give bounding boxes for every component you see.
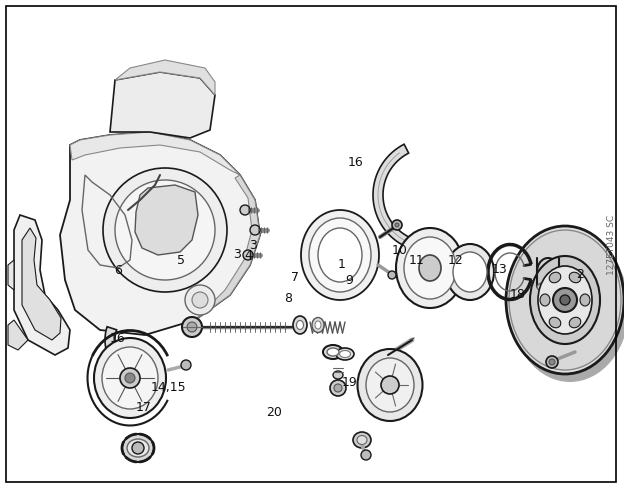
Circle shape xyxy=(120,368,140,388)
Circle shape xyxy=(185,285,215,315)
Text: 3: 3 xyxy=(250,239,257,252)
Ellipse shape xyxy=(404,237,456,299)
Ellipse shape xyxy=(537,258,559,286)
Text: 6: 6 xyxy=(115,264,122,276)
Polygon shape xyxy=(115,60,215,95)
Circle shape xyxy=(103,168,227,292)
Ellipse shape xyxy=(327,348,339,356)
Text: 7: 7 xyxy=(291,272,298,284)
Circle shape xyxy=(192,292,208,308)
Ellipse shape xyxy=(94,338,166,418)
Text: 17: 17 xyxy=(135,401,152,414)
Ellipse shape xyxy=(127,439,149,457)
Text: 3: 3 xyxy=(233,248,241,261)
Ellipse shape xyxy=(312,318,324,332)
Ellipse shape xyxy=(446,244,494,300)
Polygon shape xyxy=(105,327,161,383)
Circle shape xyxy=(560,295,570,305)
Polygon shape xyxy=(14,215,70,355)
Ellipse shape xyxy=(296,321,303,329)
Circle shape xyxy=(334,384,342,392)
Text: 5: 5 xyxy=(177,254,185,267)
Ellipse shape xyxy=(318,228,362,282)
Circle shape xyxy=(361,450,371,460)
Text: 4: 4 xyxy=(245,249,252,262)
Ellipse shape xyxy=(540,294,550,306)
Polygon shape xyxy=(60,132,260,335)
Text: 127ET043 SC: 127ET043 SC xyxy=(608,215,617,275)
Ellipse shape xyxy=(309,218,371,292)
Text: 20: 20 xyxy=(266,406,283,419)
Circle shape xyxy=(549,359,555,365)
Text: 12: 12 xyxy=(447,254,464,267)
Ellipse shape xyxy=(293,316,307,334)
Ellipse shape xyxy=(333,371,343,379)
Text: 9: 9 xyxy=(346,274,353,287)
Ellipse shape xyxy=(336,348,354,360)
Polygon shape xyxy=(135,185,198,255)
Polygon shape xyxy=(8,260,14,290)
Text: 16: 16 xyxy=(348,156,364,168)
Ellipse shape xyxy=(453,252,487,292)
Ellipse shape xyxy=(511,234,624,382)
Ellipse shape xyxy=(396,228,464,308)
Ellipse shape xyxy=(358,349,422,421)
Circle shape xyxy=(330,380,346,396)
Circle shape xyxy=(546,356,558,368)
Text: 13: 13 xyxy=(491,263,507,275)
Polygon shape xyxy=(373,144,422,251)
Ellipse shape xyxy=(102,347,158,409)
Circle shape xyxy=(181,360,191,370)
Text: 18: 18 xyxy=(510,288,526,301)
Text: 1: 1 xyxy=(338,258,346,271)
Ellipse shape xyxy=(538,266,592,334)
Circle shape xyxy=(392,220,402,230)
Circle shape xyxy=(381,376,399,394)
Ellipse shape xyxy=(353,432,371,448)
Circle shape xyxy=(553,288,577,312)
Circle shape xyxy=(395,223,399,227)
Text: 11: 11 xyxy=(409,254,425,267)
Circle shape xyxy=(125,373,135,383)
Circle shape xyxy=(132,442,144,454)
Circle shape xyxy=(187,322,197,332)
Circle shape xyxy=(250,225,260,235)
Ellipse shape xyxy=(569,317,581,328)
Ellipse shape xyxy=(315,321,321,329)
Polygon shape xyxy=(195,175,260,320)
Polygon shape xyxy=(70,132,240,175)
Text: 10: 10 xyxy=(391,244,407,257)
Circle shape xyxy=(182,317,202,337)
Polygon shape xyxy=(8,320,28,350)
Ellipse shape xyxy=(301,210,379,300)
Circle shape xyxy=(388,271,396,279)
Text: 14,15: 14,15 xyxy=(150,382,187,394)
Ellipse shape xyxy=(549,317,561,328)
Ellipse shape xyxy=(122,434,154,462)
Ellipse shape xyxy=(419,255,441,281)
Circle shape xyxy=(240,205,250,215)
Ellipse shape xyxy=(506,226,624,374)
Ellipse shape xyxy=(530,256,600,344)
Text: 2: 2 xyxy=(577,269,584,281)
Polygon shape xyxy=(22,228,61,340)
Text: 16: 16 xyxy=(109,332,125,345)
Ellipse shape xyxy=(569,272,581,283)
Ellipse shape xyxy=(357,436,367,444)
Ellipse shape xyxy=(580,294,590,306)
Ellipse shape xyxy=(549,272,561,283)
Polygon shape xyxy=(110,72,215,138)
Ellipse shape xyxy=(537,282,559,292)
Text: 8: 8 xyxy=(285,292,292,305)
Ellipse shape xyxy=(509,230,621,370)
Ellipse shape xyxy=(339,351,351,357)
Text: 19: 19 xyxy=(341,377,358,389)
Ellipse shape xyxy=(366,358,414,412)
Ellipse shape xyxy=(323,345,343,359)
Circle shape xyxy=(115,180,215,280)
Circle shape xyxy=(243,250,253,260)
